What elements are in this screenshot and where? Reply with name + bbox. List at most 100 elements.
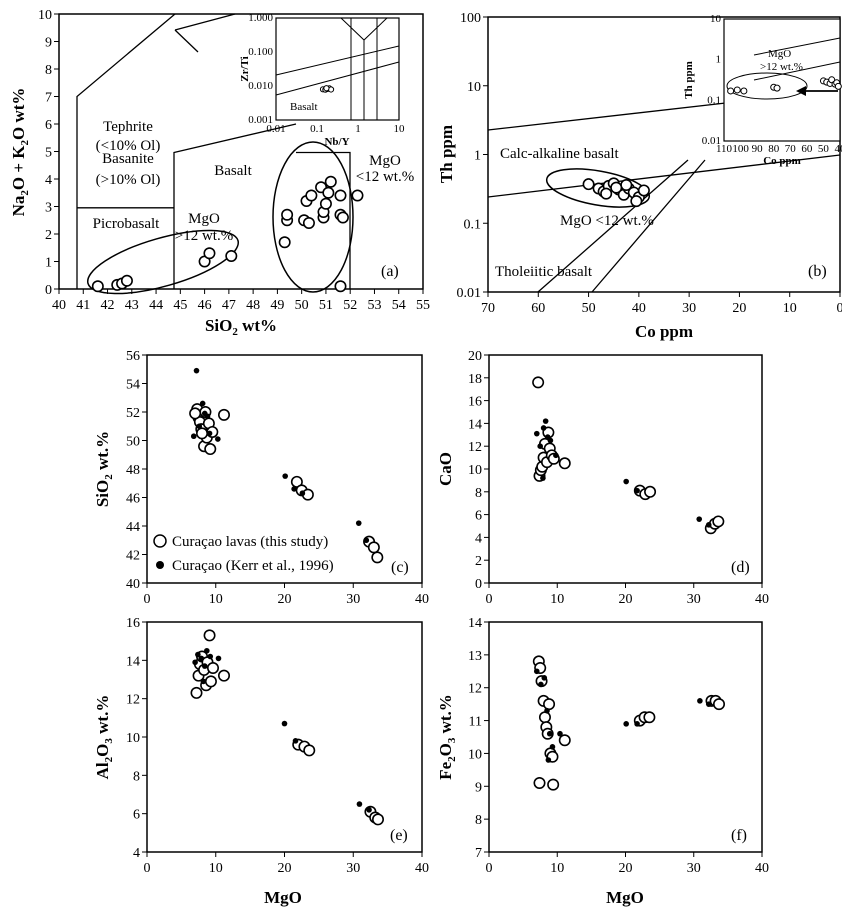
panel-c-point-open xyxy=(189,407,202,420)
panel-a-point-open xyxy=(322,186,335,199)
panel-e-point-open xyxy=(207,661,220,674)
panel-c-y-ticks: 40 42 44 46 48 50 52 54 56 xyxy=(126,349,147,592)
panel-a-x-tick-label: 53 xyxy=(367,298,381,313)
panel-a-y-tick-label: 4 xyxy=(45,173,52,188)
panel-d-point-filled xyxy=(553,452,559,459)
panel-f-point-filled xyxy=(541,675,548,681)
panel-b-x-tick-label: 20 xyxy=(732,301,746,316)
panel-a-label: (a) xyxy=(381,263,399,280)
panel-b-inset-x-tick-label: 50 xyxy=(818,143,830,155)
panel-a-x-tick-label: 52 xyxy=(343,298,357,313)
panel-b-y-tick-label: 100 xyxy=(460,11,481,26)
panel-e-point-open xyxy=(203,629,216,642)
panel-b-y-tick-label: 0.1 xyxy=(464,217,482,232)
panel-b-y-tick-label: 0.01 xyxy=(457,286,482,301)
panel-a-inset-y-tick-label: 0.010 xyxy=(248,80,273,92)
panel-b-inset-arrow xyxy=(796,86,838,96)
mgo-high-ellipse xyxy=(86,229,240,295)
panel-e-y-axis-label: Al2O3 wt.% xyxy=(93,695,115,780)
panel-a-x-tick-label: 40 xyxy=(52,298,66,313)
panel-e-point-filled xyxy=(192,659,198,666)
panel-e-x-tick-label: 10 xyxy=(209,861,223,876)
panel-e-point-open xyxy=(303,744,316,757)
panel-b-inset-y-tick-label: 1 xyxy=(716,54,722,66)
panel-b-inset-x-tick-label: 80 xyxy=(768,143,780,155)
panel-a-y-tick-label: 3 xyxy=(45,201,52,216)
panel-d-x-tick-label: 10 xyxy=(550,592,564,607)
panel-c-point-filled xyxy=(206,430,213,437)
panel-e-points xyxy=(190,629,384,826)
panel-e-point-open xyxy=(218,669,231,682)
panel-a-points xyxy=(91,175,364,293)
panel-f-points xyxy=(532,655,726,791)
panel-d-point-filled xyxy=(537,443,543,450)
panel-b-point-open xyxy=(600,187,613,200)
panel-d-y-tick-label: 18 xyxy=(468,372,482,387)
mgo-low-ellipse xyxy=(272,141,354,293)
panel-a-inset-plot xyxy=(275,17,400,121)
panel-a-point-open xyxy=(319,197,332,210)
panel-e-point-filled xyxy=(366,807,372,813)
panel-c-x-tick-label: 20 xyxy=(278,592,292,607)
panel-b-mgo-low-ellipse xyxy=(545,168,651,208)
panel-c-y-tick-label: 44 xyxy=(126,520,140,535)
panel-b-y-axis-label: Th ppm xyxy=(437,125,456,183)
legend-filled-marker xyxy=(156,561,164,569)
legend-label-this-study: Curaçao lavas (this study) xyxy=(172,534,328,550)
panel-e-y-tick-label: 14 xyxy=(126,654,140,669)
panel-c-legend: Curaçao lavas (this study) Curaçao (Kerr… xyxy=(153,534,334,574)
panel-b-x-tick-label: 0 xyxy=(837,301,842,316)
panel-a-y-tick-label: 5 xyxy=(45,146,52,161)
panel-b-inset-x-tick-label: 100 xyxy=(732,143,749,155)
panel-b-inset-ellipse xyxy=(726,72,808,100)
field-label-mgo-low-b: MgO <12 wt.% xyxy=(560,213,654,229)
panel-f-point-open xyxy=(547,778,560,791)
panel-f-point-filled xyxy=(557,730,563,737)
panel-b-inset-y-label: Th ppm xyxy=(683,61,695,99)
panel-f-point-open xyxy=(558,734,571,747)
panel-c-point-filled xyxy=(196,423,203,430)
panel-d-y-tick-label: 14 xyxy=(468,417,482,432)
panel-b-inset-x-tick-label: 110 xyxy=(716,143,733,155)
panel-b-inset-x-tick-label: 70 xyxy=(785,143,797,155)
panel-d-point-open xyxy=(558,457,571,470)
panel-a-x-tick-label: 54 xyxy=(392,298,406,313)
panel-c-sio2-mgo: 0 10 20 30 40 40 42 44 46 48 50 52 54 56 Curaçao lav… xyxy=(93,349,429,607)
panel-f-plot-area xyxy=(488,621,763,853)
panel-e-x-tick-label: 40 xyxy=(415,861,429,876)
panel-b-th-co-diagram: Calc-alkaline basalt MgO <12 wt.% Tholei… xyxy=(437,11,842,341)
panel-a-inset-y-label: Zr/Ti xyxy=(239,56,251,81)
panel-f-point-open xyxy=(543,698,556,711)
panel-f-y-tick-label: 12 xyxy=(468,682,482,697)
panel-d-point-filled xyxy=(696,516,703,522)
panel-f-x-tick-label: 30 xyxy=(687,861,701,876)
panel-c-points xyxy=(189,367,384,564)
panel-a-point-open xyxy=(281,208,294,221)
panel-a-y-tick-label: 1 xyxy=(45,256,52,271)
panel-c-point-filled xyxy=(215,436,221,442)
panel-d-point-filled xyxy=(542,418,549,424)
panel-d-y-tick-label: 8 xyxy=(475,486,482,501)
panel-c-y-tick-label: 50 xyxy=(126,435,140,450)
legend-open-marker xyxy=(153,534,167,548)
panel-b-x-axis-label: Co ppm xyxy=(635,322,693,341)
panel-b-x-tick-label: 60 xyxy=(531,301,545,316)
panel-f-x-tick-label: 10 xyxy=(550,861,564,876)
panel-c-label: (c) xyxy=(391,559,409,576)
panel-f-y-tick-label: 10 xyxy=(468,747,482,762)
panel-e-point-filled xyxy=(215,655,222,662)
panel-a-y-tick-label: 10 xyxy=(38,8,52,23)
panel-a-x-tick-label: 44 xyxy=(149,298,163,313)
panel-f-y-tick-label: 11 xyxy=(469,715,482,730)
panel-d-y-tick-label: 6 xyxy=(475,509,482,524)
panel-e-point-open xyxy=(371,813,384,826)
panel-b-x-tick-label: 50 xyxy=(582,301,596,316)
panel-d-point-filled xyxy=(705,522,712,528)
panel-d-point-open xyxy=(644,485,657,498)
panel-a-x-tick-label: 47 xyxy=(222,298,236,313)
panel-a-point-open xyxy=(334,280,347,293)
panel-a-point-open xyxy=(203,247,216,260)
panel-d-cao-mgo: 0 10 20 30 40 0 2 4 6 8 10 12 14 16 18 20 (d) CaO xyxy=(436,349,769,607)
panel-d-x-tick-label: 20 xyxy=(619,592,633,607)
